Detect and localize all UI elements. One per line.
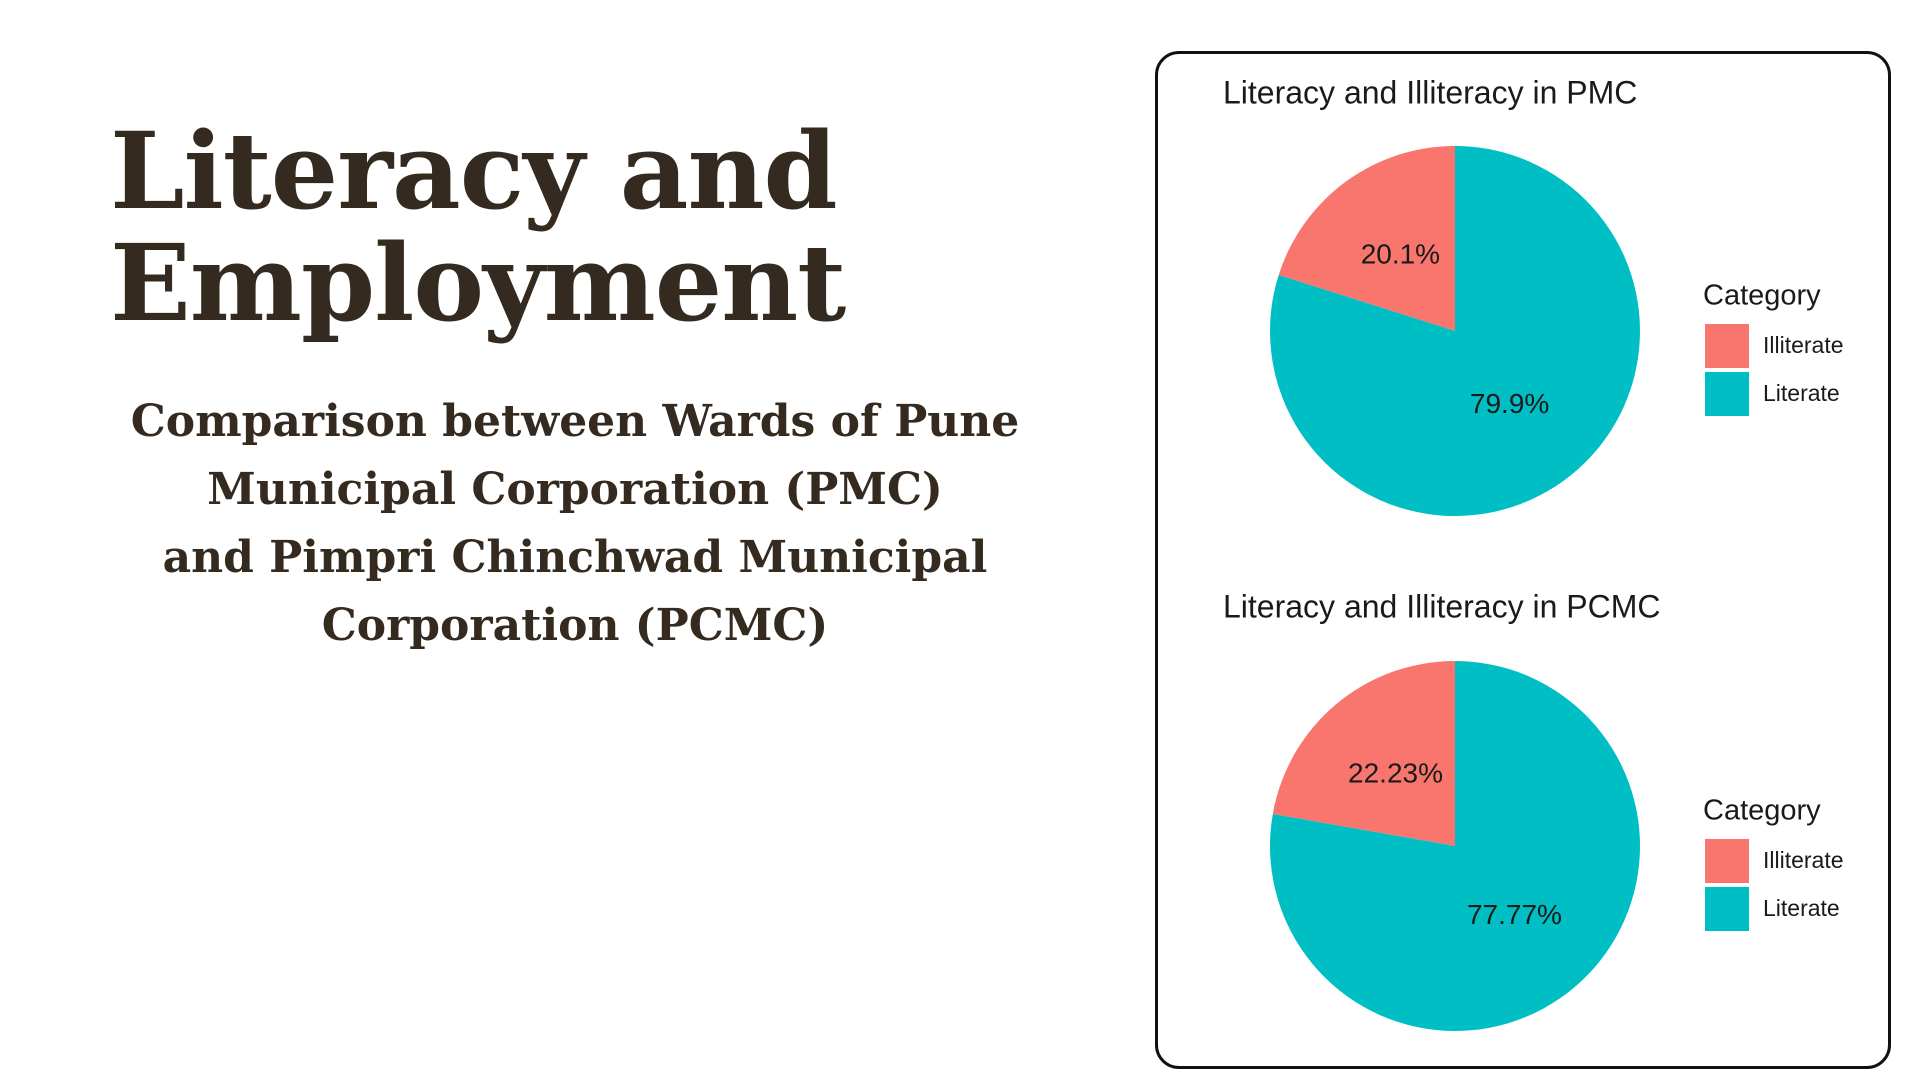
pie-chart-2: Literacy and Illiteracy in PCMC 22.23% 77.…: [1223, 588, 1844, 1031]
page-title: Literacy and Employment: [110, 108, 846, 345]
chart1-slice-literate: [1270, 146, 1640, 516]
chart2-title: Literacy and Illiteracy in PCMC: [1223, 588, 1660, 624]
chart2-legend-key-illiterate: [1705, 839, 1749, 883]
title-line-2: Employment: [110, 220, 846, 345]
chart1-legend-key-illiterate: [1705, 324, 1749, 368]
subtitle-line-4: Corporation (PCMC): [321, 600, 829, 651]
chart1-label-illiterate: 20.1%: [1361, 239, 1440, 270]
chart2-slice-illiterate: [1272, 661, 1455, 846]
chart-panel: Literacy and Illiteracy in PMC 20.1% 79.9%…: [1155, 51, 1891, 1069]
chart1-legend-label-literate: Literate: [1763, 380, 1840, 406]
chart1-slice-illiterate: [1278, 146, 1455, 331]
subtitle-line-1: Comparison between Wards of Pune: [130, 396, 1020, 447]
chart2-label-illiterate: 22.23%: [1348, 758, 1443, 789]
chart1-label-literate: 79.9%: [1470, 388, 1549, 419]
page-subtitle: Comparison between Wards of Pune Municip…: [60, 388, 1090, 660]
title-line-1: Literacy and: [110, 108, 838, 233]
chart2-legend-label-literate: Literate: [1763, 895, 1840, 921]
chart1-title: Literacy and Illiteracy in PMC: [1223, 74, 1637, 110]
chart1-legend-label-illiterate: Illiterate: [1763, 332, 1844, 358]
chart1-legend-key-literate: [1705, 372, 1749, 416]
subtitle-line-3: and Pimpri Chinchwad Municipal: [162, 532, 988, 583]
chart2-label-literate: 77.77%: [1467, 899, 1562, 930]
subtitle-line-2: Municipal Corporation (PMC): [207, 464, 943, 515]
pie-chart-1: Literacy and Illiteracy in PMC 20.1% 79.9%…: [1223, 74, 1844, 516]
chart2-legend-key-literate: [1705, 887, 1749, 931]
chart2-legend-title: Category: [1703, 795, 1821, 827]
chart1-legend-title: Category: [1703, 280, 1821, 312]
chart2-legend-label-illiterate: Illiterate: [1763, 847, 1844, 873]
chart2-slice-literate: [1270, 661, 1640, 1031]
pie-charts: Literacy and Illiteracy in PMC 20.1% 79.9%…: [1223, 74, 1844, 1031]
